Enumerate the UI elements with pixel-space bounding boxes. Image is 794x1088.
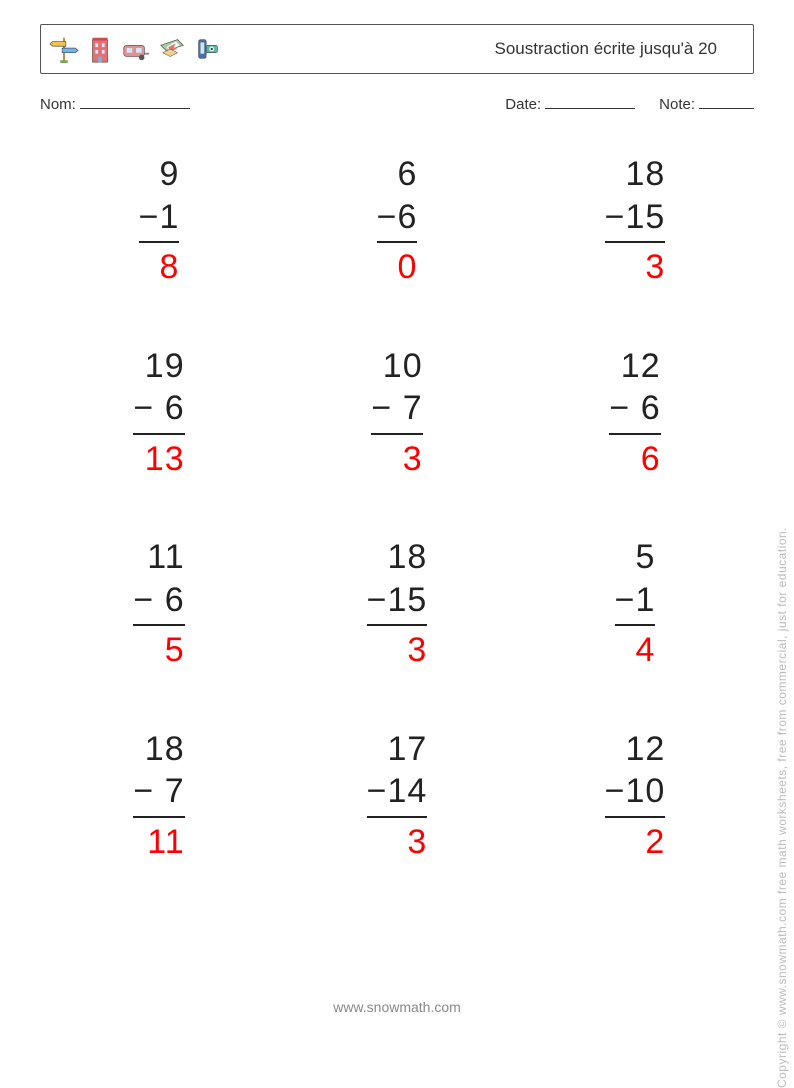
subtrahend: − 7 [133,770,184,813]
name-field: Nom: [40,94,190,113]
answer: 4 [615,624,656,672]
minuend: 6 [377,153,418,196]
header-icons [49,34,223,64]
answer: 3 [367,624,428,672]
answer: 13 [133,433,184,481]
subtrahend: −6 [377,196,418,239]
problem-5: 10− 7 3 [308,345,486,481]
building-icon [85,34,115,64]
problem-grid: 9−1 8 6−6 0 18−15 3 19− 6 13 10− 7 3 12−… [40,153,754,863]
meta-row: Nom: Date: Note: [40,94,754,113]
answer: 11 [133,816,184,864]
minuend: 10 [371,345,422,388]
minuend: 18 [133,728,184,771]
problem-2: 6−6 0 [308,153,486,289]
subtrahend: − 6 [133,579,184,622]
worksheet-title: Soustraction écrite jusqu'à 20 [495,39,718,59]
answer: 6 [609,433,660,481]
subtrahend: −10 [605,770,666,813]
copyright-text: Copyright © www.snowmath.com free math w… [775,527,789,1088]
camper-icon [121,34,151,64]
problem-11: 17−14 3 [308,728,486,864]
problem-1: 9−1 8 [70,153,248,289]
subtrahend: − 7 [371,387,422,430]
subtrahend: −1 [615,579,656,622]
problem-9: 5−1 4 [546,536,724,672]
date-field: Date: [505,94,635,113]
signpost-icon [49,34,79,64]
minuend: 17 [367,728,428,771]
subtrahend: − 6 [133,387,184,430]
problem-4: 19− 6 13 [70,345,248,481]
subtrahend: −1 [139,196,180,239]
answer: 3 [371,433,422,481]
note-field: Note: [659,94,754,113]
problem-10: 18− 7 11 [70,728,248,864]
minuend: 9 [139,153,180,196]
minuend: 12 [609,345,660,388]
header-box: Soustraction écrite jusqu'à 20 [40,24,754,74]
problem-8: 18−15 3 [308,536,486,672]
problem-3: 18−15 3 [546,153,724,289]
minuend: 18 [605,153,666,196]
answer: 3 [605,241,666,289]
subtrahend: −15 [367,579,428,622]
minuend: 5 [615,536,656,579]
answer: 8 [139,241,180,289]
minuend: 11 [133,536,184,579]
camera-phone-icon [193,34,223,64]
problem-6: 12− 6 6 [546,345,724,481]
subtrahend: −15 [605,196,666,239]
answer: 2 [605,816,666,864]
minuend: 19 [133,345,184,388]
minuend: 18 [367,536,428,579]
minuend: 12 [605,728,666,771]
ticket-plane-icon [157,34,187,64]
subtrahend: − 6 [609,387,660,430]
footer-url: www.snowmath.com [0,999,794,1015]
answer: 5 [133,624,184,672]
answer: 0 [377,241,418,289]
problem-7: 11− 6 5 [70,536,248,672]
answer: 3 [367,816,428,864]
subtrahend: −14 [367,770,428,813]
problem-12: 12−10 2 [546,728,724,864]
